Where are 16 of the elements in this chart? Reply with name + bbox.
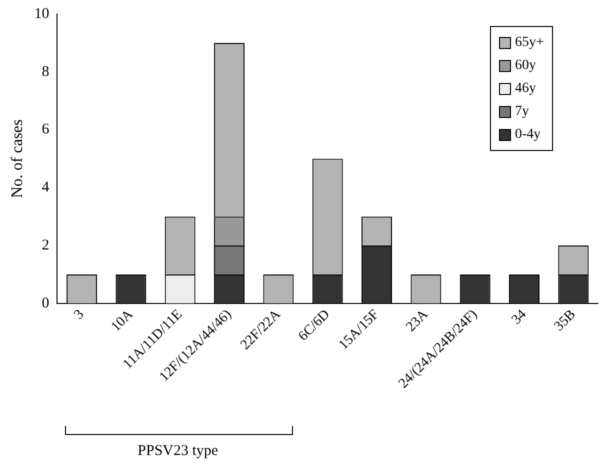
text: PPSV23 type	[138, 443, 218, 460]
legend-label: 60y	[515, 58, 536, 74]
y-tick-label: 0	[42, 295, 50, 312]
legend-label: 65y+	[515, 34, 544, 50]
y-tick-label: 4	[42, 180, 50, 196]
legend-label: 0-4y	[515, 126, 541, 142]
x-tick-label: 35B	[552, 307, 579, 334]
y-tick-label: 6	[42, 122, 50, 138]
x-tick-label: 3	[72, 307, 88, 323]
y-tick-label: 8	[42, 64, 50, 80]
y-axis-title: No. of cases	[8, 119, 26, 198]
legend-label: 46y	[515, 80, 536, 96]
x-tick-label: 34	[509, 307, 530, 328]
y-tick-label: 10	[34, 6, 50, 22]
y-tick-label: 2	[42, 237, 50, 254]
legend-label: 7y	[515, 104, 529, 120]
